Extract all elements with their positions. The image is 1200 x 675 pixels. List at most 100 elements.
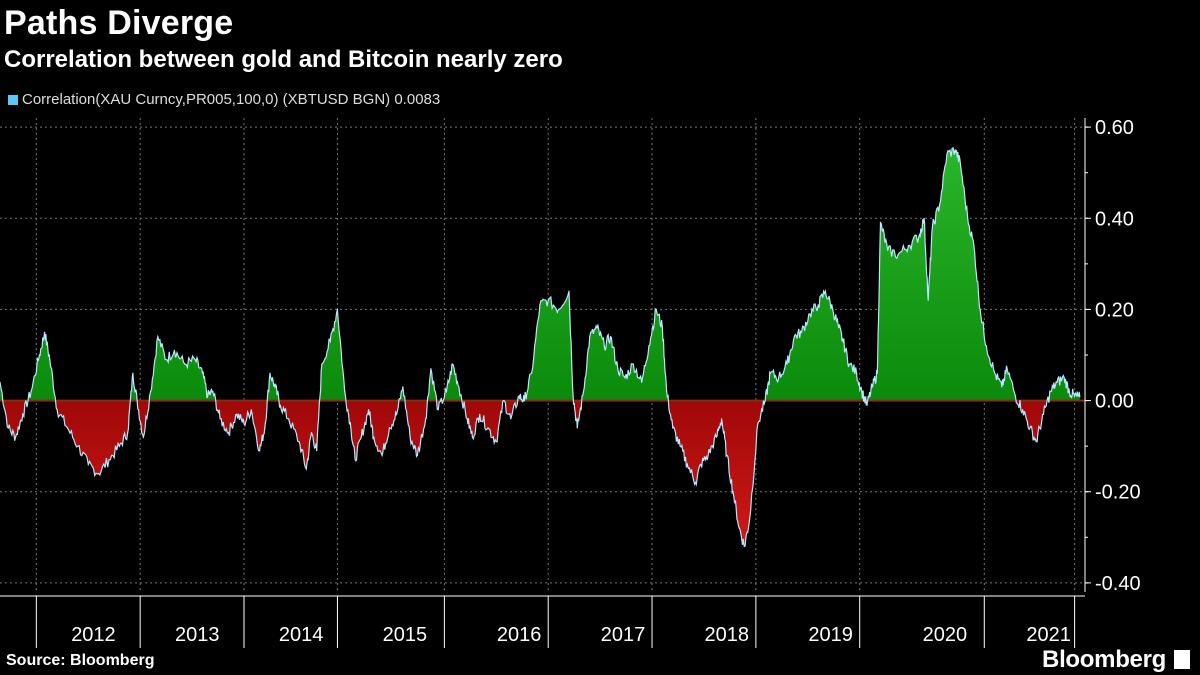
x-year-label: 2017 [601,624,646,646]
data-point [165,359,167,361]
data-point [30,390,32,393]
data-point [832,308,834,310]
data-point [568,290,570,292]
data-point [236,413,238,415]
data-point [194,359,196,361]
data-point [686,463,688,465]
area-fills [0,147,1085,547]
data-point [212,390,214,393]
data-point [402,386,404,388]
data-point [603,345,605,347]
data-point [274,386,276,388]
x-year-label: 2019 [808,624,853,646]
data-point [142,436,144,438]
bloomberg-logo: Bloomberg [1042,646,1166,673]
data-point [108,459,110,461]
data-point [979,308,981,310]
data-point [1079,396,1081,398]
data-point [793,336,795,338]
data-point [136,400,138,402]
data-point [437,409,439,411]
data-point [344,390,346,393]
data-point [1001,386,1003,388]
data-point [354,459,356,461]
data-point [1050,390,1052,393]
bloomberg-mark-icon [1174,650,1190,669]
x-year-label: 2018 [705,624,750,646]
data-point [44,331,46,333]
data-point [1042,413,1045,415]
data-point [49,359,51,361]
data-point [523,400,525,402]
data-point [118,445,120,447]
data-point [778,377,780,379]
x-year-label: 2015 [383,624,428,646]
legend-label: Correlation(XAU Curncy,PR005,100,0) (XBT… [22,91,441,108]
data-point [1022,409,1024,411]
data-point [264,427,266,429]
data-point [1035,441,1037,443]
series-line-group [0,146,1081,548]
data-point [661,327,664,329]
data-point [127,431,129,434]
legend-swatch [8,94,18,105]
data-point [316,450,318,452]
data-point [866,404,868,406]
data-point [388,427,390,429]
data-point [871,386,873,388]
data-point [786,363,788,365]
data-point [350,427,352,429]
data-point [558,308,560,310]
data-point [368,409,370,411]
data-point [458,386,460,388]
data-point [907,245,910,247]
data-point [547,299,549,301]
data-point [959,163,962,165]
data-point [56,409,58,411]
data-point [732,491,734,493]
data-point [876,372,878,374]
data-point [609,336,612,338]
data-point [495,441,497,443]
data-point [672,427,674,429]
data-point [298,441,300,443]
data-point [655,308,657,310]
data-point [150,390,152,393]
data-point [531,372,533,374]
data-point [1068,390,1070,393]
data-point [700,463,702,465]
data-point [38,354,41,356]
data-point [666,390,668,393]
y-tick-label: 0.20 [1095,299,1134,321]
data-point [1006,368,1008,370]
data-point [817,304,819,306]
y-tick-label: 0.00 [1095,391,1134,413]
data-point [396,413,398,415]
data-point [1074,395,1076,397]
data-point [279,404,281,406]
data-point [842,340,844,342]
data-point [576,427,578,429]
data-point [259,450,261,452]
data-point [973,245,975,247]
data-point [648,345,650,347]
data-point [132,372,134,374]
data-point [173,349,175,351]
data-point [801,331,803,333]
data-point [87,463,89,465]
data-point [946,153,948,156]
data-point [416,454,418,456]
data-point [879,222,882,224]
data-point [707,454,709,456]
data-point [923,217,925,219]
data-point [471,436,473,438]
data-point [452,363,454,365]
data-point [617,368,619,370]
x-year-label: 2021 [1026,624,1071,646]
x-year-label: 2013 [175,624,220,646]
data-point [695,482,697,484]
data-point [250,409,252,411]
data-point [479,413,481,415]
y-tick-label: 0.60 [1095,117,1134,139]
data-point [589,336,591,338]
